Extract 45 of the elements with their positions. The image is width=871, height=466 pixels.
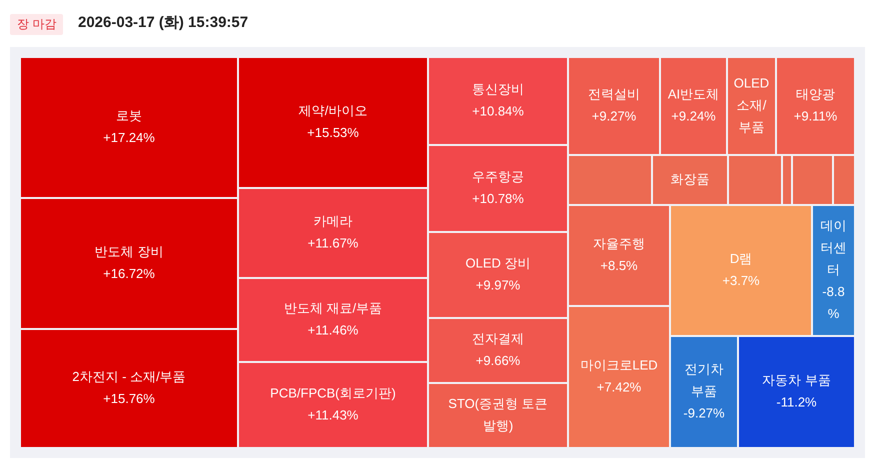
category-label: 우주항공	[472, 169, 524, 184]
data-label: +8.5%	[600, 258, 638, 274]
category-label: 제약/바이오	[298, 103, 368, 118]
category-label: 로봇	[116, 108, 142, 124]
data-label: +11.67%	[308, 236, 359, 251]
data-label: -9.27%	[683, 406, 726, 421]
data-label: +3.7%	[722, 273, 760, 288]
data-label: +11.46%	[308, 322, 359, 338]
category-label: 반도체 재료/부품	[284, 300, 382, 316]
category-label: 태양광	[796, 86, 835, 102]
text: 2026-03-17 (화) 15:39:57	[78, 13, 248, 32]
data-label: -11.2%	[776, 394, 818, 410]
data-label: +15.53%	[307, 125, 360, 140]
category-label: 자동차 부품	[762, 372, 831, 388]
category-label: STO(증권형 토큰 발행)	[448, 396, 548, 434]
category-label: 통신장비	[472, 82, 524, 97]
data-label: +10.78%	[472, 191, 524, 206]
category-label: AI반도체	[668, 86, 720, 102]
data-label: +9.24%	[671, 108, 716, 124]
category-label: 자율주행	[593, 236, 645, 252]
data-label: +17.24%	[103, 130, 156, 146]
data-label: +7.42%	[596, 380, 642, 395]
data-label: -8.8%	[822, 284, 845, 322]
data-label: +9.97%	[476, 278, 521, 293]
category-label: 전자결제	[472, 331, 524, 346]
category-label: 데이터센터	[820, 218, 846, 278]
category-label: OLED 장비	[465, 256, 531, 271]
data-label: +16.72%	[103, 266, 156, 282]
data-label: +9.11%	[794, 108, 838, 124]
category-label: 카메라	[314, 214, 352, 229]
category-label: 전기차 부품	[684, 362, 724, 399]
category-label: 2차전지 - 소재/부품	[72, 369, 186, 384]
category-label: 전력설비	[588, 86, 640, 102]
data-label: +11.43%	[308, 408, 359, 423]
category-label: OLED 소재/부품	[734, 76, 770, 135]
data-label: +9.27%	[592, 108, 637, 124]
data-label: +9.66%	[476, 353, 521, 368]
text: 장 마감	[10, 14, 64, 35]
category-label: 마이크로LED	[580, 358, 658, 373]
category-label: PCB/FPCB(회로기판)	[270, 386, 396, 401]
data-label: +10.84%	[472, 104, 524, 119]
category-label: D램	[730, 251, 752, 266]
category-label: 반도체 장비	[94, 244, 164, 260]
category-label: 화장품	[670, 172, 710, 187]
data-label: +15.76%	[103, 391, 156, 406]
